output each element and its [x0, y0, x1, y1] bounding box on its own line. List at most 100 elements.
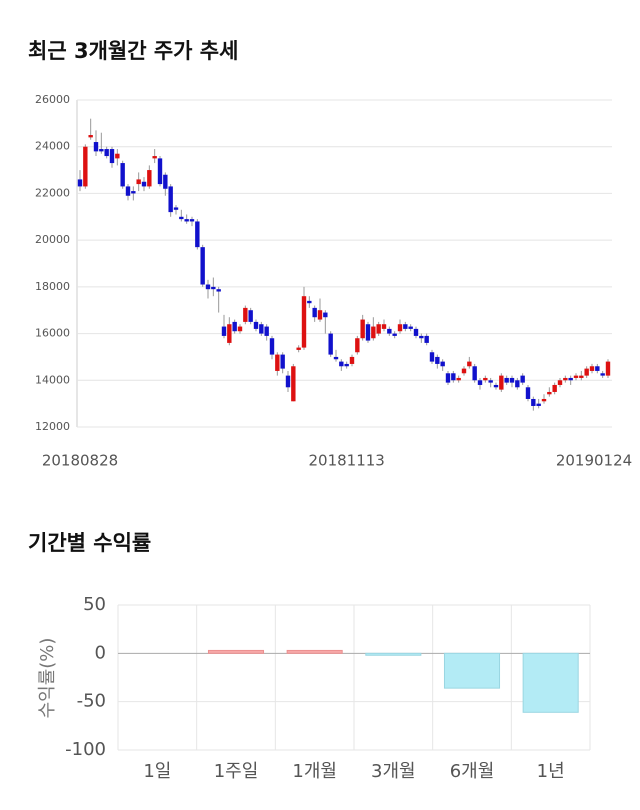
candle-body — [605, 361, 611, 376]
y-tick-label: 50 — [83, 594, 106, 615]
candle-body — [291, 366, 296, 402]
bar-title: 기간별 수익률 — [28, 531, 151, 555]
candle-body — [541, 398, 547, 402]
candle-body — [227, 324, 232, 343]
candle-body — [461, 368, 467, 374]
candle-body — [547, 391, 552, 395]
candle-body — [568, 377, 573, 381]
bar — [443, 652, 501, 689]
candle-body — [349, 356, 355, 364]
y-tick-label: -100 — [65, 739, 106, 760]
candle-body — [499, 375, 504, 390]
candle-body — [109, 149, 115, 164]
candle-body — [200, 247, 205, 285]
candle-body — [323, 312, 328, 318]
candle-body — [232, 321, 237, 332]
candle-body — [312, 307, 317, 318]
candle-body — [243, 307, 248, 322]
candle-body — [173, 207, 179, 210]
candle-body — [179, 216, 184, 220]
candle-body — [483, 377, 488, 381]
y-tick-label: 14000 — [35, 373, 70, 386]
candle-body — [440, 361, 445, 367]
candle-body — [259, 324, 264, 334]
candle-body — [467, 361, 472, 367]
x-tick-label: 1년 — [537, 761, 565, 782]
bar — [522, 652, 579, 713]
candle-body — [115, 153, 120, 159]
y-tick-label: 20000 — [35, 233, 70, 246]
candle-body — [536, 403, 541, 406]
candle-body — [328, 333, 333, 355]
x-tick-label: 1일 — [143, 761, 171, 782]
candle-body — [365, 324, 371, 341]
y-tick-label: 24000 — [35, 140, 70, 153]
candle-body — [152, 156, 157, 159]
candle-body — [301, 296, 307, 348]
candle-body — [600, 373, 605, 376]
candle-body — [595, 366, 600, 371]
candle-body — [429, 352, 435, 362]
candle-body — [253, 321, 259, 329]
y-tick-label: 16000 — [35, 327, 70, 340]
candle-body — [451, 373, 456, 381]
candle-body — [307, 300, 312, 304]
y-tick-label: 26000 — [35, 93, 70, 106]
candle-body — [472, 366, 477, 381]
candle-body — [493, 384, 499, 388]
x-tick-label: 3개월 — [371, 761, 416, 782]
candle-body — [419, 335, 424, 339]
candle-body — [557, 380, 563, 385]
candle-body — [520, 375, 525, 383]
candle-body — [413, 328, 419, 336]
candle-body — [392, 333, 397, 336]
candle-body — [120, 163, 125, 187]
candle-body — [424, 335, 429, 343]
candle-body — [136, 179, 141, 185]
candle-body — [248, 310, 253, 322]
candle-body — [285, 375, 291, 388]
candle-body — [408, 326, 413, 329]
x-tick-label: 1개월 — [292, 761, 337, 782]
candle-body — [296, 347, 301, 350]
candle-body — [195, 221, 200, 248]
candle-body — [584, 368, 589, 376]
candle-body — [488, 380, 493, 383]
candle-body — [477, 380, 483, 385]
candle-body — [403, 324, 408, 329]
candle-body — [371, 326, 376, 339]
candle-body — [445, 373, 451, 383]
candle-title: 최근 3개월간 주가 추세 — [28, 39, 238, 63]
candle-body — [125, 186, 131, 196]
candle-body — [552, 384, 557, 392]
y-tick-label: 0 — [95, 642, 106, 663]
x-tick-label: 20190124 — [556, 452, 632, 470]
candle-body — [211, 286, 216, 290]
candle-body — [531, 398, 536, 406]
candle-body — [104, 149, 109, 157]
x-tick-label: 20181113 — [308, 452, 384, 470]
candle-body — [216, 289, 221, 292]
candle-body — [525, 387, 531, 399]
candle-body — [579, 375, 584, 378]
candle-body — [397, 324, 403, 332]
candle-body — [333, 356, 339, 360]
y-axis-label: 수익률(%) — [37, 638, 58, 719]
candle-body — [456, 377, 461, 381]
candle-body — [573, 375, 579, 378]
candle-body — [99, 149, 104, 152]
candle-body — [515, 380, 520, 388]
candle-body — [147, 170, 152, 187]
candle-body — [317, 310, 323, 320]
candle-body — [563, 377, 568, 381]
candle-body — [275, 354, 280, 371]
candle-body — [344, 363, 349, 367]
candle-body — [184, 219, 189, 222]
candle-body — [83, 146, 88, 187]
candle-body — [237, 326, 243, 332]
candle-body — [163, 174, 168, 189]
candle-body — [88, 135, 93, 138]
candle-body — [77, 179, 83, 187]
candle-body — [93, 142, 99, 152]
